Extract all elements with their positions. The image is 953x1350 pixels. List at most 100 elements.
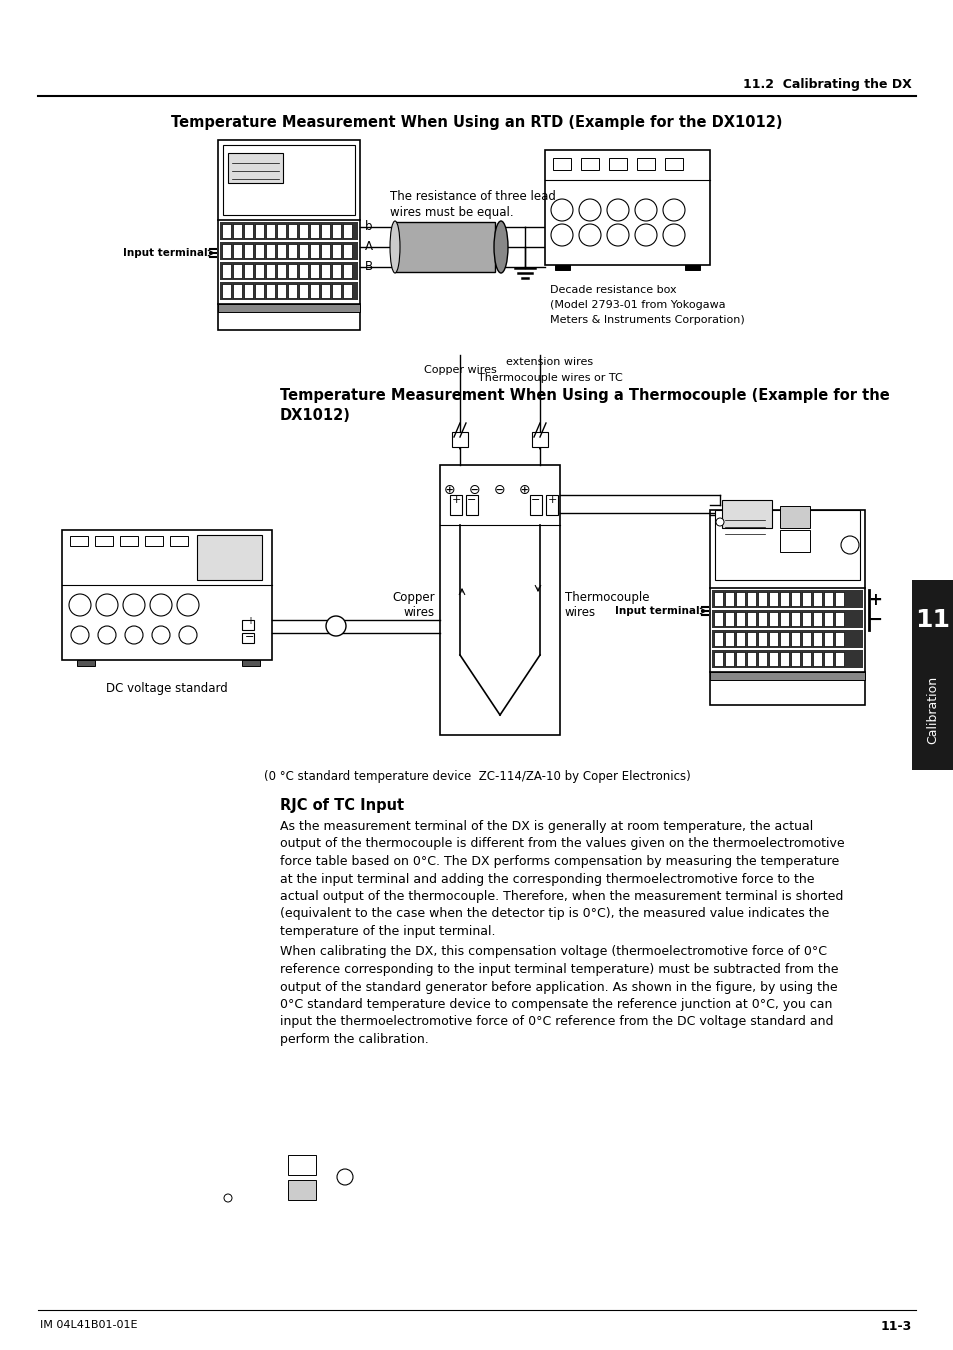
- Bar: [746, 593, 755, 606]
- Circle shape: [96, 594, 118, 616]
- Bar: [801, 652, 810, 666]
- Bar: [801, 593, 810, 606]
- Bar: [288, 244, 296, 258]
- Text: Thermocouple wires or TC: Thermocouple wires or TC: [477, 373, 621, 383]
- Bar: [395, 221, 495, 271]
- Bar: [780, 612, 788, 626]
- Circle shape: [635, 224, 657, 246]
- Bar: [637, 158, 655, 170]
- Bar: [266, 224, 274, 238]
- Text: perform the calibration.: perform the calibration.: [280, 1033, 428, 1046]
- Text: IM 04L41B01-01E: IM 04L41B01-01E: [40, 1320, 137, 1330]
- Text: temperature of the input terminal.: temperature of the input terminal.: [280, 925, 495, 938]
- Bar: [780, 506, 809, 528]
- Circle shape: [635, 198, 657, 221]
- Bar: [288, 265, 296, 278]
- Circle shape: [578, 198, 600, 221]
- Bar: [664, 158, 682, 170]
- Text: ⊖: ⊖: [494, 483, 505, 497]
- Bar: [555, 265, 569, 270]
- Bar: [222, 244, 231, 258]
- Bar: [823, 593, 832, 606]
- Text: input the thermoelectromotive force of 0°C reference from the DC voltage standar: input the thermoelectromotive force of 0…: [280, 1015, 833, 1029]
- Bar: [823, 632, 832, 647]
- Bar: [298, 224, 308, 238]
- Bar: [735, 632, 744, 647]
- Bar: [709, 510, 864, 705]
- Bar: [780, 593, 788, 606]
- Text: +: +: [867, 591, 881, 609]
- Circle shape: [662, 224, 684, 246]
- Text: −: −: [531, 495, 540, 505]
- Bar: [223, 144, 355, 215]
- Bar: [233, 265, 242, 278]
- Bar: [801, 612, 810, 626]
- Bar: [746, 632, 755, 647]
- Bar: [711, 649, 862, 668]
- Bar: [320, 224, 330, 238]
- Circle shape: [224, 1193, 232, 1202]
- Text: extension wires: extension wires: [506, 356, 593, 367]
- Text: −: −: [245, 632, 254, 643]
- Bar: [222, 224, 231, 238]
- Bar: [298, 244, 308, 258]
- Text: 11-3: 11-3: [880, 1320, 911, 1332]
- Circle shape: [606, 224, 628, 246]
- Bar: [298, 284, 308, 298]
- Bar: [222, 265, 231, 278]
- Text: ⊖: ⊖: [469, 483, 480, 497]
- Circle shape: [326, 616, 346, 636]
- Text: Decade resistance box: Decade resistance box: [550, 285, 676, 296]
- Bar: [608, 158, 626, 170]
- Bar: [170, 536, 188, 545]
- Bar: [254, 244, 264, 258]
- Bar: [233, 284, 242, 298]
- Bar: [724, 612, 733, 626]
- Bar: [780, 632, 788, 647]
- Bar: [288, 1156, 315, 1174]
- Bar: [320, 284, 330, 298]
- Bar: [220, 242, 357, 261]
- Bar: [713, 632, 722, 647]
- Bar: [714, 510, 859, 580]
- Bar: [254, 224, 264, 238]
- Bar: [812, 612, 821, 626]
- Bar: [320, 244, 330, 258]
- Text: Input terminal: Input terminal: [615, 606, 700, 616]
- Text: DC voltage standard: DC voltage standard: [106, 682, 228, 695]
- Bar: [310, 284, 318, 298]
- Bar: [823, 612, 832, 626]
- Bar: [790, 612, 800, 626]
- Circle shape: [98, 626, 116, 644]
- Bar: [332, 284, 340, 298]
- Bar: [812, 632, 821, 647]
- Bar: [220, 282, 357, 300]
- Circle shape: [841, 536, 858, 554]
- Bar: [266, 265, 274, 278]
- Text: Meters & Instruments Corporation): Meters & Instruments Corporation): [550, 315, 744, 325]
- Bar: [768, 632, 778, 647]
- Bar: [834, 612, 843, 626]
- Text: (0 °C standard temperature device  ZC-114/ZA-10 by Coper Electronics): (0 °C standard temperature device ZC-114…: [263, 769, 690, 783]
- Text: at the input terminal and adding the corresponding thermoelectromotive force to : at the input terminal and adding the cor…: [280, 872, 814, 886]
- Bar: [254, 284, 264, 298]
- Text: B: B: [365, 261, 373, 274]
- Bar: [746, 652, 755, 666]
- Circle shape: [716, 518, 723, 526]
- Bar: [724, 593, 733, 606]
- Text: 0°C standard temperature device to compensate the reference junction at 0°C, you: 0°C standard temperature device to compe…: [280, 998, 832, 1011]
- Text: reference corresponding to the input terminal temperature) must be subtracted fr: reference corresponding to the input ter…: [280, 963, 838, 976]
- Bar: [145, 536, 163, 545]
- Bar: [242, 620, 253, 630]
- Bar: [288, 224, 296, 238]
- Text: A: A: [365, 240, 373, 254]
- Bar: [780, 531, 809, 552]
- Text: ⊕: ⊕: [444, 483, 456, 497]
- Text: The resistance of three lead: The resistance of three lead: [390, 190, 556, 202]
- Circle shape: [69, 594, 91, 616]
- Circle shape: [551, 224, 573, 246]
- Bar: [758, 593, 766, 606]
- Bar: [834, 632, 843, 647]
- Bar: [768, 593, 778, 606]
- Text: RJC of TC Input: RJC of TC Input: [280, 798, 404, 813]
